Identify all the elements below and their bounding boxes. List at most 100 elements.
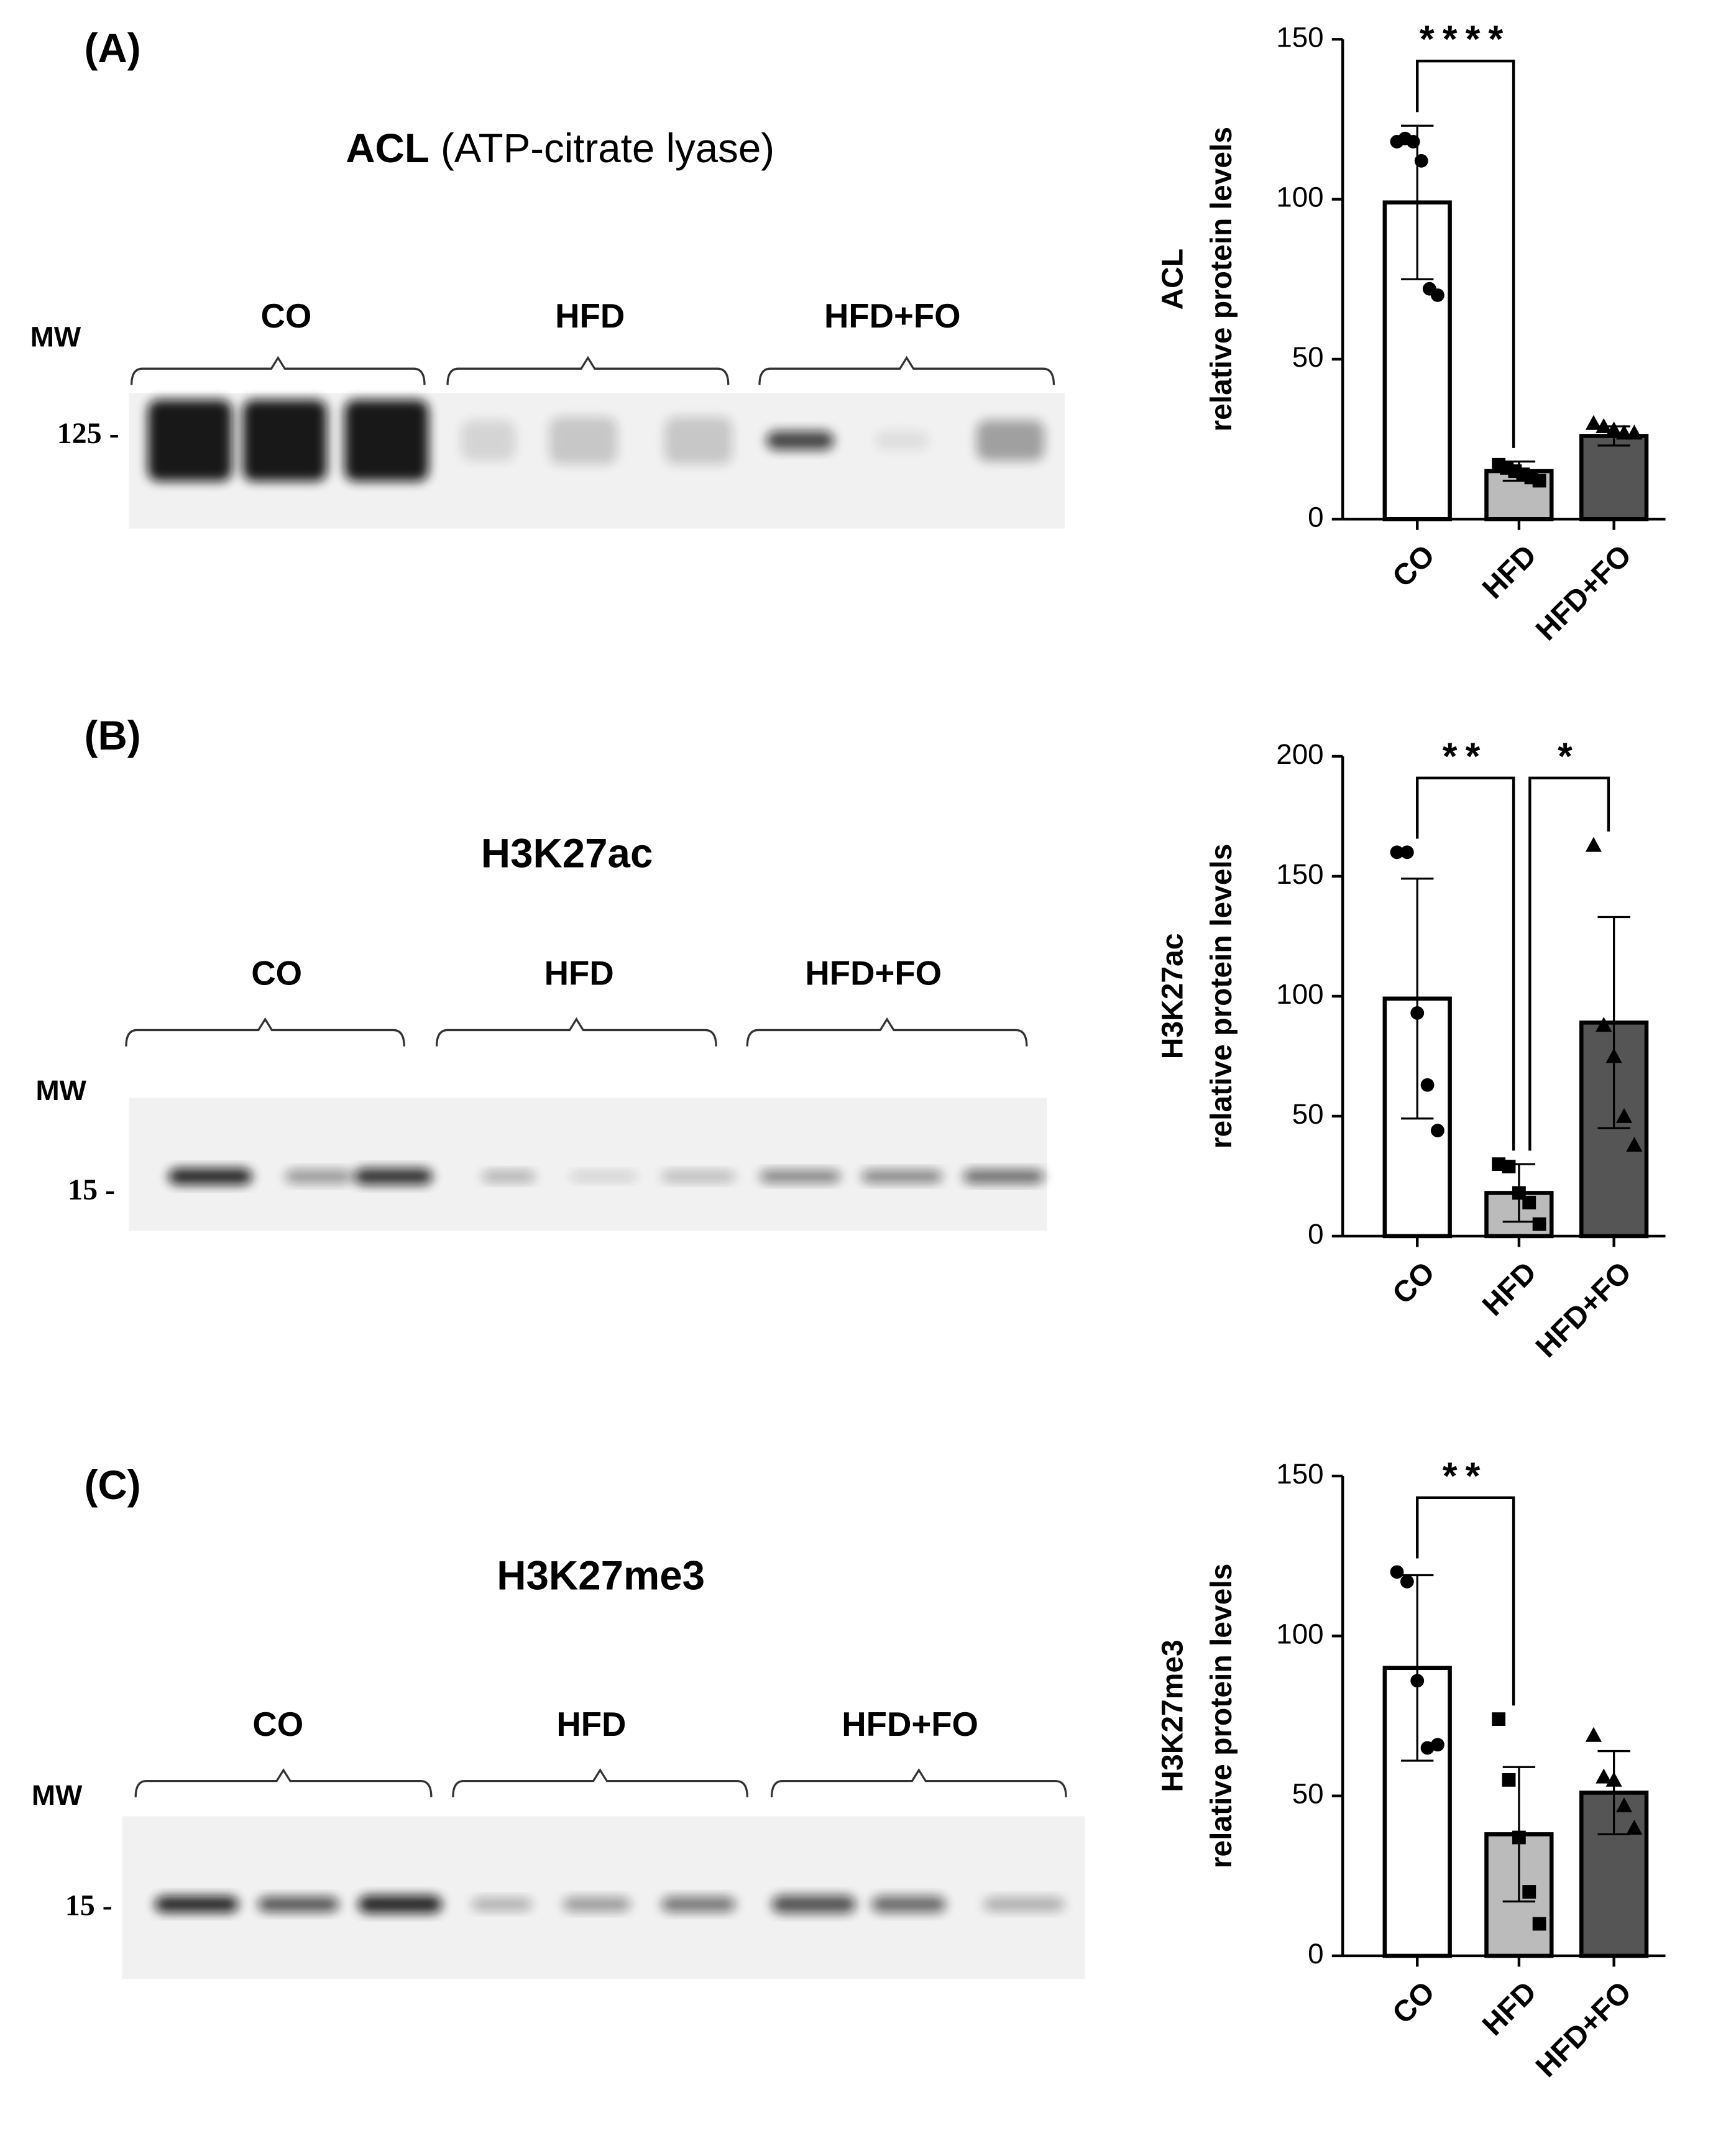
mw-label: MW (30, 321, 81, 352)
x-tick-label: HFD+FO (1530, 539, 1638, 647)
data-point (1596, 1768, 1612, 1784)
y-tick-label: 200 (1276, 738, 1323, 770)
data-point (1390, 1565, 1404, 1579)
blot-band (285, 1170, 353, 1183)
data-point (1605, 1771, 1622, 1787)
blot-title: ACL (ATP-citrate lyase) (346, 126, 774, 172)
y-tick-label: 0 (1308, 1218, 1323, 1250)
significance-bracket (1416, 1496, 1515, 1706)
significance-label: * (1558, 735, 1581, 777)
mw-marker: 15 - (68, 1173, 115, 1206)
blot-band (147, 400, 232, 482)
y-tick-label: 100 (1276, 1618, 1323, 1649)
mw-label: MW (32, 1779, 83, 1811)
data-point (1410, 1006, 1425, 1020)
y-axis-label: H3K27ac (1156, 933, 1189, 1060)
blot-band (976, 420, 1045, 461)
group-bracket (770, 1768, 1067, 1797)
blot-subtitle: (ATP-citrate lyase) (441, 126, 774, 172)
panel-label: (C) (85, 1462, 141, 1508)
data-point (1410, 1674, 1425, 1688)
blot-band (358, 1895, 443, 1914)
blot-band (257, 1897, 339, 1912)
x-tick-label: CO (1386, 1976, 1441, 2030)
error-bar (1401, 124, 1434, 280)
group-bracket (131, 355, 426, 385)
data-point (1420, 1741, 1435, 1755)
blot-group-label: HFD+FO (842, 1705, 978, 1743)
bar (1579, 434, 1649, 521)
y-tick-label: 50 (1292, 341, 1324, 373)
significance-label: ** (1443, 1454, 1489, 1497)
data-point (1522, 1195, 1536, 1209)
blot-band (471, 1898, 533, 1910)
significance-label: ** (1443, 735, 1489, 777)
panel-label: (A) (85, 25, 141, 71)
data-point (1512, 1830, 1526, 1845)
x-tick-label: HFD (1476, 1976, 1543, 2042)
y-tick-label: 50 (1292, 1778, 1324, 1810)
data-point (1431, 288, 1444, 302)
blot-band (344, 400, 429, 482)
y-tick-label: 100 (1276, 181, 1323, 213)
blot-title-name: H3K27me3 (497, 1553, 705, 1598)
significance-label: **** (1420, 18, 1511, 60)
data-point (1400, 845, 1414, 860)
x-tick-label: HFD+FO (1530, 1976, 1638, 2084)
group-bracket (758, 355, 1055, 385)
x-tick-label: CO (1386, 539, 1441, 594)
x-tick-label: HFD (1476, 539, 1543, 605)
blot-band (871, 1896, 946, 1913)
x-tick-label: HFD+FO (1530, 1256, 1638, 1364)
blot-group-label: HFD+FO (805, 955, 942, 993)
data-point (1431, 1124, 1444, 1137)
data-point (1502, 1160, 1516, 1173)
data-point (1492, 1712, 1506, 1726)
blot-band (875, 431, 929, 451)
error-bar (1597, 915, 1630, 1129)
mw-marker: 125 - (57, 417, 119, 450)
blot-band (168, 1168, 252, 1185)
x-tick-label: CO (1386, 1256, 1441, 1311)
data-point (1585, 837, 1602, 852)
y-axis-label: ACL (1156, 249, 1189, 310)
significance-bracket (1416, 776, 1515, 1151)
y-axis-label: relative protein levels (1205, 844, 1238, 1149)
blot-band (549, 416, 617, 464)
data-point (1615, 1797, 1633, 1812)
blot-band (759, 1170, 841, 1183)
blot-band (154, 1896, 239, 1913)
data-point (1626, 1137, 1643, 1152)
data-point (1605, 1048, 1622, 1063)
blot-band (661, 1897, 736, 1912)
group-bracket (134, 1768, 433, 1797)
y-tick-label: 0 (1308, 1938, 1323, 1970)
data-point (1585, 415, 1602, 430)
data-point (1522, 1885, 1536, 1899)
blot-band (661, 1171, 736, 1182)
data-point (1400, 1574, 1414, 1589)
blot-title: H3K27ac (481, 831, 653, 876)
panel-label: (B) (85, 713, 141, 758)
y-axis-label: H3K27me3 (1156, 1640, 1189, 1792)
blot-group-label: CO (252, 1705, 303, 1743)
blot-band (963, 1170, 1045, 1183)
data-point (1390, 845, 1404, 860)
data-point (1596, 418, 1612, 433)
blot-membrane (129, 1098, 1047, 1231)
mw-label: MW (35, 1075, 86, 1106)
blot-band (481, 1171, 536, 1182)
blot-group-label: HFD (544, 955, 614, 993)
significance-bracket (1528, 776, 1610, 1151)
blot-group-label: HFD+FO (824, 297, 961, 335)
data-point (1406, 135, 1420, 149)
blot-group-label: HFD (556, 1705, 626, 1743)
y-tick-label: 0 (1308, 501, 1323, 533)
data-point (1626, 1820, 1643, 1835)
data-point (1431, 1738, 1444, 1752)
blot-title-name: H3K27ac (481, 831, 653, 876)
data-point (1626, 424, 1643, 440)
y-tick-label: 150 (1276, 858, 1323, 890)
blot-band (242, 400, 327, 482)
